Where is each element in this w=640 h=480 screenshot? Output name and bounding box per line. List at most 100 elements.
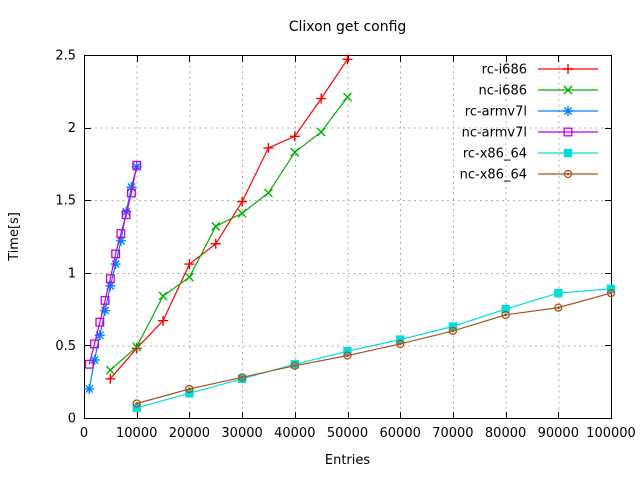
data-point-marker xyxy=(89,354,100,365)
data-point-marker xyxy=(184,272,194,282)
data-point-marker xyxy=(158,315,169,326)
data-point-marker xyxy=(84,359,94,369)
data-point-marker xyxy=(100,305,111,316)
x-tick-label: 90000 xyxy=(538,426,579,441)
series-line xyxy=(136,288,612,409)
data-point-marker xyxy=(94,330,105,341)
data-point-marker xyxy=(290,360,299,369)
legend-label: rc-x86_64 xyxy=(463,147,527,162)
x-tick-label: 70000 xyxy=(432,426,473,441)
data-point-marker xyxy=(342,54,353,65)
data-point-marker xyxy=(132,160,142,170)
legend-label: rc-i686 xyxy=(482,63,527,78)
data-point-marker xyxy=(132,403,141,413)
data-point-marker xyxy=(448,322,458,331)
data-point-marker xyxy=(111,249,121,259)
data-point-marker xyxy=(563,169,573,179)
data-point-marker xyxy=(105,365,115,375)
data-point-marker xyxy=(448,326,458,336)
data-point-marker xyxy=(95,317,105,327)
data-point-marker xyxy=(90,339,99,349)
data-point-marker xyxy=(84,383,95,394)
data-point-marker xyxy=(110,259,121,270)
legend-item-rc-armv7l: rc-armv7l xyxy=(465,105,598,120)
data-point-marker xyxy=(237,196,248,207)
x-tick-label: 10000 xyxy=(116,426,157,441)
data-point-marker xyxy=(290,147,300,157)
data-point-marker xyxy=(105,373,116,384)
data-point-marker xyxy=(132,399,141,408)
series-rc-x86_64 xyxy=(132,284,616,413)
legend-item-nc-armv7l: nc-armv7l xyxy=(462,126,598,141)
data-point-marker xyxy=(105,280,116,291)
data-point-marker xyxy=(563,127,573,137)
data-point-marker xyxy=(131,343,142,354)
series-line xyxy=(109,96,348,371)
legend-label: rc-armv7l xyxy=(465,105,527,120)
data-point-marker xyxy=(290,361,299,370)
series-nc-i686 xyxy=(105,92,352,375)
y-tick-label: 1.5 xyxy=(55,194,76,209)
y-axis-label: Time[s] xyxy=(7,212,22,262)
data-point-marker xyxy=(126,188,136,198)
data-point-marker xyxy=(289,131,300,142)
gridlines xyxy=(84,55,611,418)
data-point-marker xyxy=(263,142,274,153)
data-point-marker xyxy=(554,288,563,298)
x-tick-label: 60000 xyxy=(380,426,421,441)
y-tick-label: 0 xyxy=(68,412,76,427)
y-tick-label: 2.5 xyxy=(55,49,76,64)
data-point-marker xyxy=(237,374,247,383)
data-point-marker xyxy=(237,208,247,218)
data-point-marker xyxy=(501,304,510,314)
series-nc-armv7l xyxy=(84,160,142,369)
data-point-marker xyxy=(606,284,616,293)
data-point-marker xyxy=(501,310,510,320)
data-point-marker xyxy=(554,303,563,312)
data-point-marker xyxy=(132,342,142,352)
legend: rc-i686 nc-i686 rc-armv7l nc-armv7l rc-x86_6… xyxy=(460,63,598,183)
x-tick-label: 20000 xyxy=(169,426,210,441)
series-line xyxy=(136,292,612,405)
data-point-marker xyxy=(105,274,115,284)
x-tick-label: 50000 xyxy=(327,426,368,441)
data-point-marker xyxy=(396,339,405,349)
data-point-marker xyxy=(396,335,405,344)
series-nc-x86_64 xyxy=(132,288,616,408)
data-point-marker xyxy=(563,64,573,74)
x-tick-label: 0 xyxy=(80,426,88,441)
series-line xyxy=(88,165,138,365)
data-point-marker xyxy=(126,182,137,193)
legend-item-nc-i686: nc-i686 xyxy=(478,84,598,99)
data-point-marker xyxy=(211,221,221,231)
legend-label: nc-x86_64 xyxy=(460,168,527,183)
data-point-marker xyxy=(316,93,327,104)
data-point-marker xyxy=(115,235,126,246)
data-point-marker xyxy=(116,229,126,239)
data-point-marker xyxy=(563,106,573,116)
data-point-marker xyxy=(121,206,132,217)
legend-item-rc-i686: rc-i686 xyxy=(482,63,598,78)
data-point-marker xyxy=(316,127,326,137)
chart-title: Clixon get config xyxy=(289,19,407,35)
x-tick-label: 80000 xyxy=(485,426,526,441)
data-point-marker xyxy=(121,210,131,220)
legend-label: nc-i686 xyxy=(478,84,527,99)
data-point-marker xyxy=(185,384,194,394)
y-tick-label: 0.5 xyxy=(55,339,76,354)
data-point-marker xyxy=(185,389,194,398)
data-point-marker xyxy=(606,288,616,298)
legend-label: nc-armv7l xyxy=(462,126,527,141)
data-point-marker xyxy=(343,347,352,356)
series-line xyxy=(109,59,348,380)
series-rc-i686 xyxy=(105,54,353,384)
data-point-marker xyxy=(158,291,168,301)
x-tick-label: 30000 xyxy=(221,426,262,441)
data-point-marker xyxy=(210,238,221,249)
data-point-marker xyxy=(263,188,273,198)
x-axis-label: Entries xyxy=(325,453,371,468)
data-point-marker xyxy=(563,148,573,158)
data-point-marker xyxy=(343,92,352,102)
